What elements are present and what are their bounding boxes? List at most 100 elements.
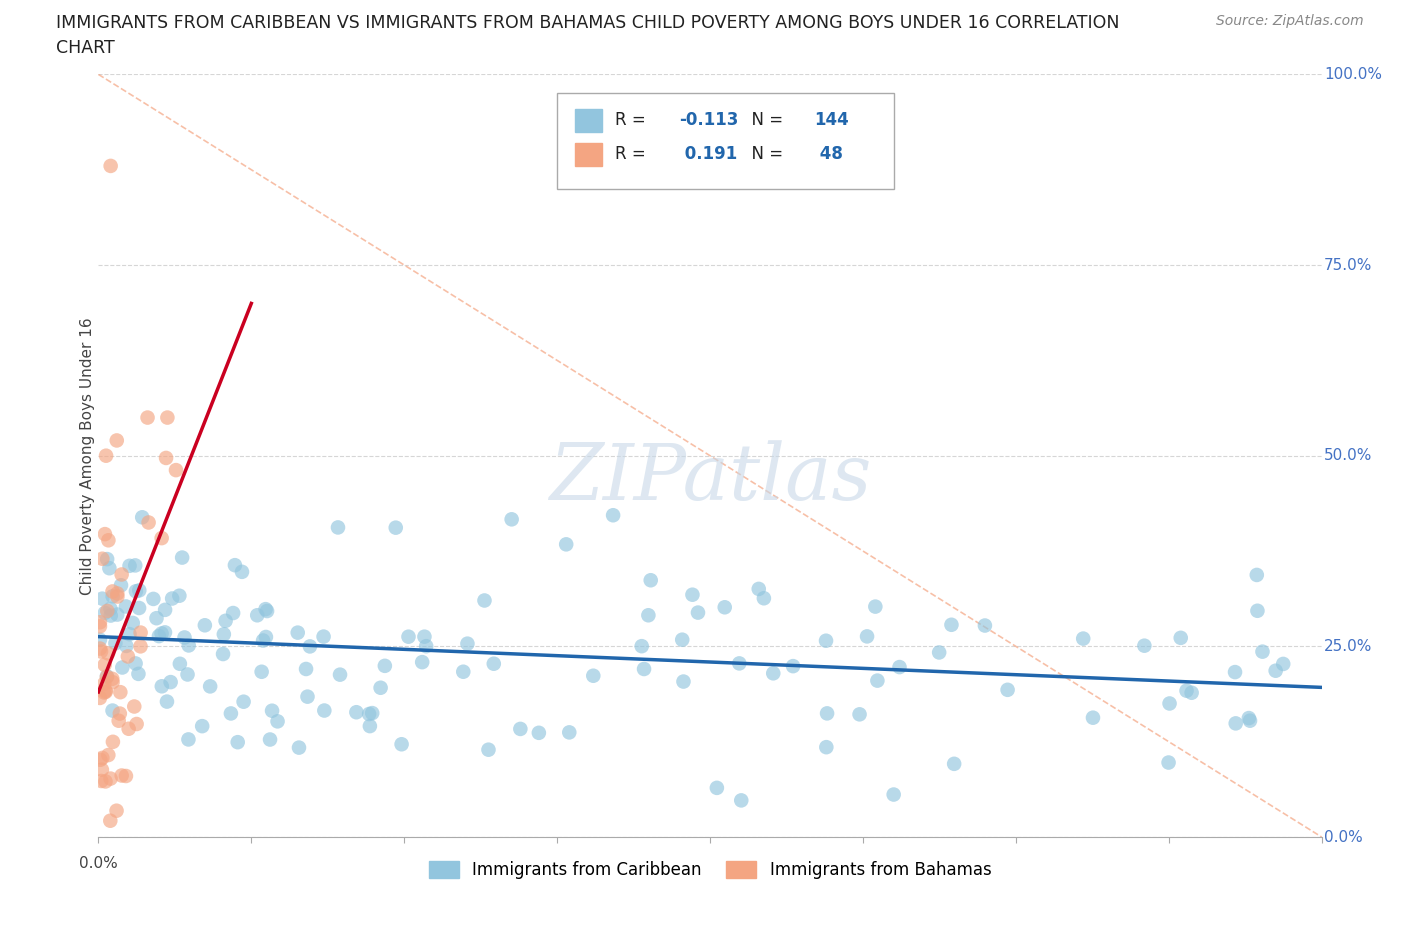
Immigrants from Caribbean <box>630 639 652 654</box>
Immigrants from Caribbean <box>456 636 478 651</box>
Immigrants from Bahamas <box>138 515 160 530</box>
Immigrants from Caribbean <box>329 667 352 682</box>
Immigrants from Caribbean <box>1239 713 1261 728</box>
Immigrants from Caribbean <box>121 616 143 631</box>
Immigrants from Caribbean <box>1071 631 1094 646</box>
Immigrants from Bahamas <box>93 676 115 691</box>
Immigrants from Caribbean <box>474 593 496 608</box>
Immigrants from Caribbean <box>110 578 132 592</box>
Immigrants from Bahamas <box>156 410 179 425</box>
Text: 0.0%: 0.0% <box>1324 830 1362 844</box>
Immigrants from Caribbean <box>1264 663 1286 678</box>
Immigrants from Caribbean <box>262 703 284 718</box>
Immigrants from Caribbean <box>889 659 911 674</box>
Immigrants from Caribbean <box>555 537 578 551</box>
Immigrants from Bahamas <box>96 670 118 684</box>
Immigrants from Bahamas <box>136 410 159 425</box>
Legend: Immigrants from Caribbean, Immigrants from Bahamas: Immigrants from Caribbean, Immigrants fr… <box>422 855 998 886</box>
Immigrants from Caribbean <box>558 725 581 740</box>
Immigrants from Caribbean <box>115 599 138 614</box>
Immigrants from Bahamas <box>124 699 146 714</box>
Immigrants from Bahamas <box>105 586 128 601</box>
Immigrants from Bahamas <box>89 615 111 630</box>
Text: 48: 48 <box>814 145 842 164</box>
Immigrants from Caribbean <box>256 604 278 618</box>
Immigrants from Caribbean <box>259 732 281 747</box>
Immigrants from Caribbean <box>266 714 288 729</box>
Immigrants from Caribbean <box>169 657 191 671</box>
Immigrants from Bahamas <box>97 748 120 763</box>
Immigrants from Caribbean <box>1246 567 1268 582</box>
Immigrants from Caribbean <box>411 655 433 670</box>
Immigrants from Caribbean <box>125 584 148 599</box>
Immigrants from Caribbean <box>173 630 195 644</box>
Immigrants from Caribbean <box>118 627 141 642</box>
Immigrants from Caribbean <box>194 618 217 632</box>
Immigrants from Bahamas <box>91 551 114 566</box>
Immigrants from Caribbean <box>214 614 236 629</box>
Immigrants from Caribbean <box>312 630 335 644</box>
Text: Source: ZipAtlas.com: Source: ZipAtlas.com <box>1216 14 1364 28</box>
Immigrants from Caribbean <box>254 630 277 644</box>
Immigrants from Caribbean <box>582 669 605 684</box>
Immigrants from Caribbean <box>672 674 695 689</box>
Immigrants from Caribbean <box>219 706 242 721</box>
Immigrants from Bahamas <box>94 774 117 789</box>
Immigrants from Bahamas <box>129 639 152 654</box>
Text: 50.0%: 50.0% <box>1324 448 1372 463</box>
Immigrants from Caribbean <box>128 601 150 616</box>
Immigrants from Caribbean <box>752 591 775 605</box>
Immigrants from Caribbean <box>1246 604 1268 618</box>
Immigrants from Caribbean <box>128 583 150 598</box>
Text: IMMIGRANTS FROM CARIBBEAN VS IMMIGRANTS FROM BAHAMAS CHILD POVERTY AMONG BOYS UN: IMMIGRANTS FROM CARIBBEAN VS IMMIGRANTS … <box>56 14 1119 32</box>
Immigrants from Bahamas <box>89 641 111 656</box>
Immigrants from Caribbean <box>374 658 396 673</box>
Text: 0.0%: 0.0% <box>79 856 118 871</box>
Immigrants from Caribbean <box>298 639 321 654</box>
Text: R =: R = <box>614 145 651 164</box>
Immigrants from Bahamas <box>101 584 124 599</box>
Immigrants from Caribbean <box>250 664 273 679</box>
Immigrants from Caribbean <box>509 722 531 737</box>
Immigrants from Bahamas <box>89 618 111 633</box>
Bar <box>575 143 602 166</box>
Immigrants from Caribbean <box>413 630 436 644</box>
Immigrants from Caribbean <box>748 581 770 596</box>
Immigrants from Bahamas <box>94 684 117 699</box>
Immigrants from Caribbean <box>142 591 165 606</box>
Immigrants from Caribbean <box>1237 711 1260 725</box>
Immigrants from Caribbean <box>104 636 127 651</box>
Immigrants from Caribbean <box>1157 755 1180 770</box>
Immigrants from Bahamas <box>101 675 124 690</box>
Immigrants from Caribbean <box>384 520 406 535</box>
Immigrants from Bahamas <box>94 684 117 698</box>
Immigrants from Caribbean <box>297 689 319 704</box>
Immigrants from Caribbean <box>169 589 191 604</box>
Immigrants from Caribbean <box>226 735 249 750</box>
Immigrants from Caribbean <box>602 508 624 523</box>
Immigrants from Caribbean <box>198 679 221 694</box>
Immigrants from Caribbean <box>94 605 117 620</box>
Immigrants from Caribbean <box>150 626 173 641</box>
Immigrants from Caribbean <box>482 657 505 671</box>
Immigrants from Bahamas <box>165 462 187 477</box>
Immigrants from Caribbean <box>1225 716 1247 731</box>
Immigrants from Caribbean <box>359 707 381 722</box>
Immigrants from Caribbean <box>1223 665 1246 680</box>
Immigrants from Caribbean <box>728 656 751 671</box>
FancyBboxPatch shape <box>557 94 894 189</box>
Immigrants from Bahamas <box>97 646 120 661</box>
Immigrants from Caribbean <box>212 627 235 642</box>
Text: CHART: CHART <box>56 39 115 57</box>
Immigrants from Caribbean <box>344 705 367 720</box>
Immigrants from Caribbean <box>124 656 146 671</box>
Immigrants from Caribbean <box>640 573 662 588</box>
Immigrants from Caribbean <box>191 719 214 734</box>
Immigrants from Caribbean <box>501 512 523 526</box>
Immigrants from Caribbean <box>100 602 122 617</box>
Immigrants from Bahamas <box>105 804 128 818</box>
Immigrants from Caribbean <box>477 742 499 757</box>
Immigrants from Caribbean <box>224 558 246 573</box>
Immigrants from Caribbean <box>865 599 887 614</box>
Immigrants from Bahamas <box>117 649 139 664</box>
